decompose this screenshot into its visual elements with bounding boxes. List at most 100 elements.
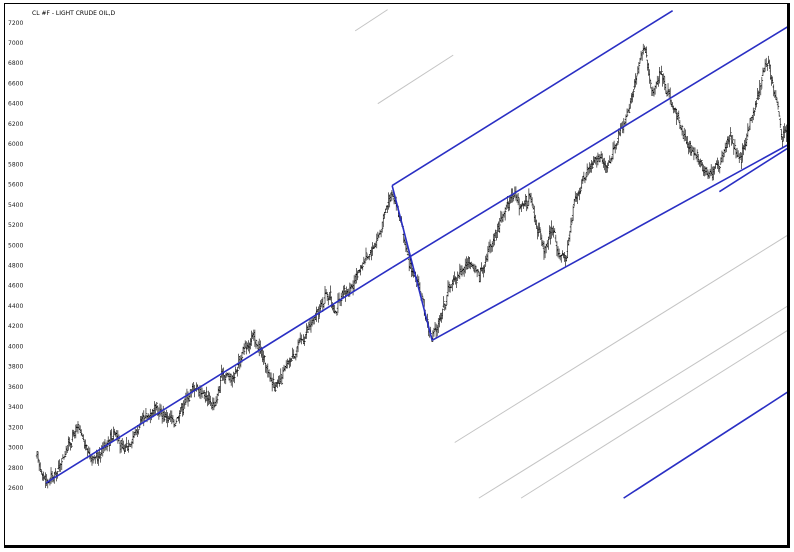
price-bar: [554, 234, 558, 243]
price-bar: [760, 76, 764, 89]
price-bar: [660, 65, 663, 75]
price-bar: [571, 205, 575, 221]
y-tick-label: 4200: [8, 323, 23, 330]
y-tick-label: 5200: [8, 222, 23, 229]
price-bar: [127, 439, 130, 453]
price-bar: [560, 254, 563, 263]
price-bar: [279, 368, 282, 385]
price-bar: [503, 207, 507, 221]
y-tick-label: 7200: [8, 20, 23, 27]
price-bar: [762, 67, 766, 73]
price-bar: [579, 187, 582, 195]
price-bar: [155, 401, 158, 411]
price-bar: [780, 128, 783, 140]
price-bar: [323, 286, 327, 304]
price-bar: [697, 153, 700, 165]
price-bar: [718, 165, 722, 174]
price-bar: [178, 410, 181, 424]
price-bar: [755, 99, 758, 108]
price-bar: [263, 355, 266, 363]
price-bar: [476, 269, 480, 274]
trend-line: [391, 26, 787, 269]
price-bar: [82, 434, 85, 441]
y-tick-label: 6400: [8, 101, 23, 108]
price-bar: [35, 451, 39, 459]
price-bar: [538, 222, 541, 234]
price-bar: [444, 303, 448, 310]
price-bar: [777, 111, 781, 117]
price-bar: [63, 451, 67, 458]
price-bar: [144, 407, 148, 419]
y-tick-label: 6800: [8, 60, 23, 67]
price-bar: [569, 217, 573, 233]
price-bars: [35, 43, 787, 489]
trend-line: [45, 266, 393, 484]
price-bar: [584, 172, 588, 181]
price-bar: [99, 453, 102, 463]
price-bar: [759, 84, 762, 96]
price-bar: [137, 429, 140, 435]
price-bar: [212, 397, 216, 411]
price-bar: [40, 469, 43, 475]
price-bar: [662, 73, 665, 84]
price-bar: [368, 254, 371, 261]
price-bar: [44, 472, 47, 489]
price-bar: [774, 90, 778, 100]
price-bar: [306, 325, 309, 334]
y-tick-label: 3200: [8, 424, 23, 431]
price-bar: [371, 242, 374, 256]
price-bar: [274, 382, 277, 392]
price-bar: [205, 386, 208, 402]
warning-line: [478, 305, 787, 499]
price-bar: [647, 62, 650, 76]
price-bar: [68, 437, 71, 447]
price-bar: [530, 197, 534, 207]
price-bar: [547, 236, 550, 250]
trend-line: [391, 9, 674, 187]
y-tick-label: 4600: [8, 283, 23, 290]
y-tick-label: 6200: [8, 121, 23, 128]
price-bar: [488, 239, 492, 254]
price-bar: [677, 110, 681, 122]
price-bar: [280, 374, 284, 385]
price-bar: [60, 458, 64, 471]
price-bar: [322, 303, 326, 309]
price-bar: [779, 117, 782, 128]
price-bar: [733, 139, 737, 149]
price-bar: [219, 375, 222, 394]
y-axis-ticks: 7200 7000 6800 6600 6400 6200 6000 5800 5600 5400…: [8, 20, 23, 492]
warning-lines: [354, 9, 787, 499]
price-bar: [557, 248, 561, 259]
price-bar: [62, 457, 66, 460]
y-tick-label: 3800: [8, 364, 23, 371]
price-bar: [363, 258, 367, 265]
price-bar: [616, 140, 619, 145]
price-bar: [66, 445, 69, 454]
warning-line: [520, 330, 787, 499]
warning-line: [354, 9, 388, 32]
price-bar: [442, 296, 445, 308]
price-bar: [123, 444, 126, 455]
price-bar: [406, 251, 410, 256]
price-bar: [163, 410, 166, 422]
price-bar: [237, 353, 240, 369]
y-tick-label: 3400: [8, 404, 23, 411]
trend-line: [391, 185, 433, 341]
price-bar: [553, 228, 556, 233]
price-bar: [356, 270, 359, 281]
price-bar: [364, 247, 368, 262]
price-bar: [731, 134, 734, 145]
price-bar: [455, 277, 458, 288]
y-tick-label: 2600: [8, 485, 23, 492]
price-bar: [370, 246, 373, 261]
price-bar: [173, 424, 177, 427]
y-tick-label: 5400: [8, 202, 23, 209]
price-bar: [187, 393, 191, 403]
price-bar: [549, 226, 552, 245]
y-tick-label: 7000: [8, 40, 23, 47]
price-bar: [684, 129, 687, 141]
price-bar: [242, 343, 246, 355]
price-bar: [680, 124, 684, 136]
price-bar: [441, 308, 444, 320]
price-bar: [740, 152, 743, 170]
